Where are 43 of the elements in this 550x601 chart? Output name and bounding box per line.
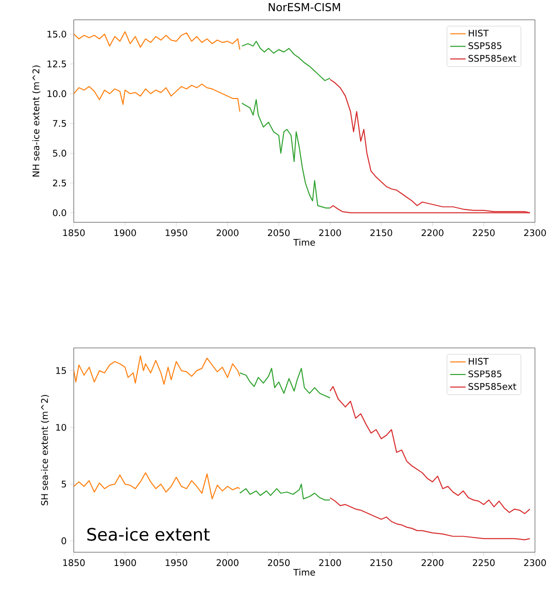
legend-label: SSP585 xyxy=(468,42,502,50)
y-tick-label: 0 xyxy=(62,537,66,544)
x-tick-label: 2300 xyxy=(524,559,546,566)
x-tick-label: 2250 xyxy=(473,559,495,566)
y-axis-title: SH sea-ice extent (m^2) xyxy=(41,395,50,506)
y-tick-label: 5 xyxy=(62,480,66,488)
x-tick-label: 2150 xyxy=(370,559,392,566)
y-tick-label: 0.0 xyxy=(53,209,66,216)
x-tick-label: 2100 xyxy=(319,559,342,566)
y-tick-label: 10.0 xyxy=(48,90,66,98)
y-tick-label: 7.5 xyxy=(53,120,66,127)
x-tick-label: 1900 xyxy=(114,559,136,566)
x-tick-label: 2250 xyxy=(473,229,495,236)
y-tick-label: 15.0 xyxy=(48,30,66,38)
x-tick-label: 2050 xyxy=(268,559,290,566)
legend-label: SSP585 xyxy=(468,370,502,378)
x-tick-label: 1950 xyxy=(166,229,188,236)
legend-label: HIST xyxy=(469,30,489,37)
y-tick-label: 10 xyxy=(56,424,66,431)
legend-label: SSP585ext xyxy=(468,383,516,390)
x-tick-label: 2000 xyxy=(216,229,239,236)
x-tick-label: 2000 xyxy=(216,559,239,566)
x-tick-label: 2200 xyxy=(422,229,444,236)
x-tick-label: 1950 xyxy=(166,559,188,566)
legend-label: SSP585ext xyxy=(468,54,516,62)
y-tick-label: 5.0 xyxy=(53,150,66,157)
x-tick-label: 2100 xyxy=(319,229,342,236)
x-axis-title: Time xyxy=(294,238,316,246)
chart-title: NorESM-CISM xyxy=(269,3,340,12)
y-tick-label: 2.5 xyxy=(53,180,66,186)
annotation: Sea-ice extent xyxy=(88,528,210,541)
x-axis-title: Time xyxy=(294,568,316,576)
x-tick-label: 1900 xyxy=(114,229,136,236)
x-tick-label: 2150 xyxy=(370,229,392,236)
x-tick-label: 1850 xyxy=(64,229,85,236)
y-tick-label: 12.5 xyxy=(48,60,66,68)
x-tick-label: 2050 xyxy=(268,229,290,236)
y-axis-title: NH sea-ice extent (m^2) xyxy=(32,66,41,177)
x-tick-label: 2200 xyxy=(422,559,444,566)
x-tick-label: 2300 xyxy=(524,229,546,236)
y-tick-label: 15 xyxy=(56,367,66,374)
x-tick-label: 1850 xyxy=(64,559,85,566)
legend-label: HIST xyxy=(469,358,489,365)
